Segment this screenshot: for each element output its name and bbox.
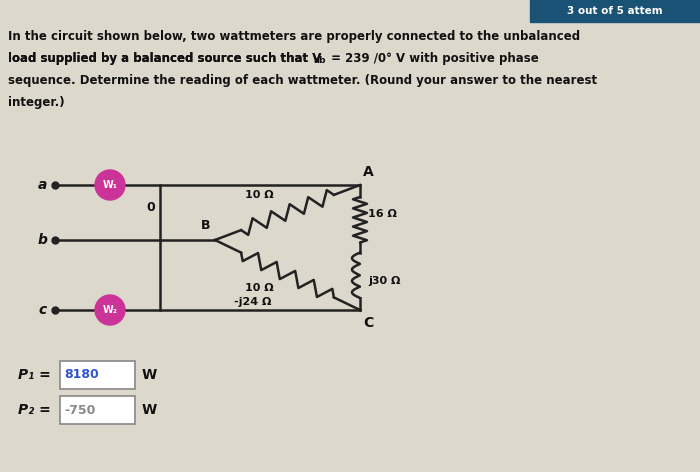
Text: A: A [363,165,374,179]
Text: load supplied by a balanced source such that V: load supplied by a balanced source such … [8,52,321,65]
Text: P₂ =: P₂ = [18,403,50,417]
Circle shape [95,170,125,200]
Text: W: W [142,368,158,382]
Text: P₁ =: P₁ = [18,368,50,382]
Text: = 239 /0° V with positive phase: = 239 /0° V with positive phase [327,52,539,65]
Bar [530,0,700,22]
Bar [60,361,135,389]
Circle shape [95,295,125,325]
Text: 0: 0 [146,201,155,214]
Text: W₁: W₁ [102,180,118,190]
Text: 8180: 8180 [64,369,99,381]
Text: 10 Ω: 10 Ω [245,191,274,201]
Text: ab: ab [314,56,326,65]
Text: W: W [142,403,158,417]
Text: -j24 Ω: -j24 Ω [234,297,271,307]
Text: j30 Ω: j30 Ω [368,276,400,286]
Text: B: B [200,219,210,232]
Text: W₂: W₂ [102,305,118,315]
Text: integer.): integer.) [8,96,64,109]
Text: 3 out of 5 attem: 3 out of 5 attem [567,6,663,16]
Text: a: a [38,178,47,192]
Text: 10 Ω: 10 Ω [245,283,274,293]
Text: sequence. Determine the reading of each wattmeter. (Round your answer to the nea: sequence. Determine the reading of each … [8,74,597,87]
Text: In the circuit shown below, two wattmeters are properly connected to the unbalan: In the circuit shown below, two wattmete… [8,30,580,43]
Text: c: c [38,303,47,317]
Text: C: C [363,316,373,330]
Text: load supplied by a balanced source such that V: load supplied by a balanced source such … [8,52,321,65]
Text: 16 Ω: 16 Ω [368,209,397,219]
Text: -750: -750 [64,404,95,416]
Bar [60,396,135,424]
Text: b: b [37,233,47,247]
